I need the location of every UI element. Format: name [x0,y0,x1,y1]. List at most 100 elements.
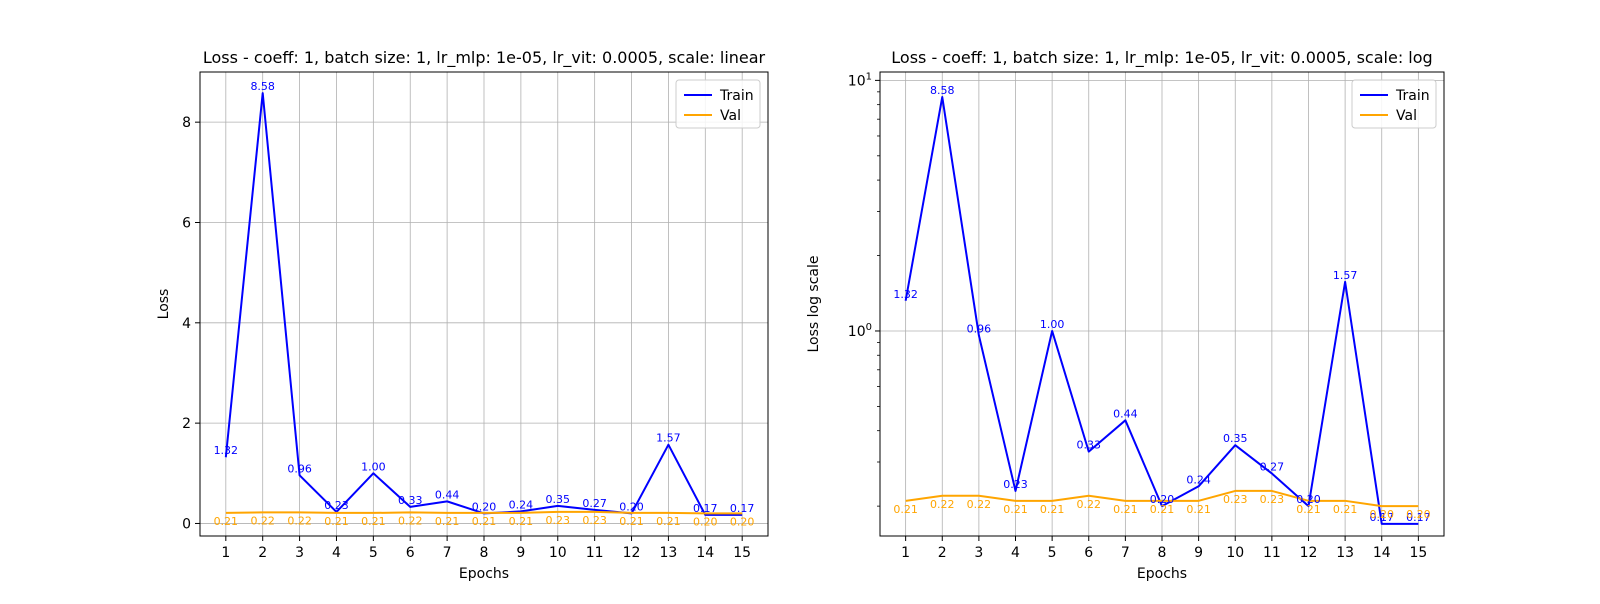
grid [200,72,768,536]
data-label: 0.17 [1406,511,1431,524]
data-label: 1.32 [214,444,239,457]
data-label: 1.57 [1333,269,1358,282]
x-tick-label: 10 [1226,545,1244,561]
legend-label-val: Val [720,108,741,124]
x-tick-label: 9 [516,545,525,561]
data-labels-val: 0.21 0.22 0.22 0.21 0.21 0.22 0.21 0.21 0.21 0.23… [214,514,755,529]
x-tick-label: 5 [1048,545,1057,561]
x-tick-label: 8 [1158,545,1167,561]
data-label: 0.20 [693,515,718,528]
legend-label-train: Train [1395,88,1430,104]
data-label: 8.58 [250,80,275,93]
x-tick-label: 12 [1300,545,1318,561]
x-tick-label: 1 [901,545,910,561]
y-axis-label: Loss log scale [806,255,822,352]
chart-title: Loss - coeff: 1, batch size: 1, lr_mlp: … [203,48,766,68]
data-label: 0.23 [1260,493,1285,506]
series-line-train [904,96,1419,525]
x-tick-label: 10 [549,545,567,561]
data-label: 0.17 [693,502,718,515]
data-label: 0.44 [435,488,460,501]
data-label: 1.00 [361,460,386,473]
data-label: 0.22 [967,498,992,511]
data-label: 0.21 [1150,503,1175,516]
data-label: 0.21 [619,515,644,528]
x-tick-label: 13 [660,545,678,561]
data-label: 0.17 [730,502,755,515]
data-label: 0.20 [1296,493,1321,506]
x-tick-label: 7 [1121,545,1130,561]
data-labels-train: 1.32 8.58 0.96 0.23 1.00 0.33 0.44 0.20 0.24 0.35… [893,84,1430,524]
chart-title: Loss - coeff: 1, batch size: 1, lr_mlp: … [891,48,1432,68]
data-label: 0.22 [398,514,423,527]
data-label: 0.21 [324,515,349,528]
grid [880,72,1444,536]
x-tick-label: 2 [938,545,947,561]
data-labels-train: 1.32 8.58 0.96 0.23 1.00 0.33 0.44 0.20 0.24 0.35… [214,80,755,515]
y-tick-label: 100 [848,322,872,340]
data-label: 0.23 [1223,493,1248,506]
legend: Train Val [1351,79,1437,129]
x-tick-label: 4 [332,545,341,561]
data-label: 0.21 [472,515,497,528]
legend: Train Val [675,79,761,129]
x-tick-label: 15 [1409,545,1427,561]
data-label: 0.44 [1113,407,1138,420]
x-axis-label: Epochs [1137,566,1187,582]
y-tick-label: 2 [182,416,191,432]
x-tick-label: 1 [221,545,230,561]
data-label: 0.20 [1369,508,1394,521]
data-label: 0.20 [472,500,497,513]
data-label: 0.27 [582,497,607,510]
data-label: 0.22 [930,498,955,511]
data-label: 0.21 [435,515,460,528]
data-label: 0.23 [324,499,349,512]
data-label: 0.21 [214,515,239,528]
x-tick-label: 15 [733,545,751,561]
x-tick-label: 6 [1084,545,1093,561]
x-axis-ticks: 1 2 3 4 5 6 7 8 9 10 11 12 13 14 15 [901,536,1427,561]
data-label: 0.21 [1186,503,1211,516]
data-label: 0.22 [250,514,275,527]
data-label: 0.23 [546,514,571,527]
y-tick-label: 4 [182,316,191,332]
data-label: 1.57 [656,432,681,445]
data-label: 0.23 [582,514,607,527]
x-tick-label: 14 [696,545,714,561]
x-tick-label: 7 [443,545,452,561]
x-tick-label: 6 [406,545,415,561]
chart-panel-2: 1 2 3 4 5 6 7 8 9 10 11 12 13 14 151001011.328.580.960… [806,48,1445,582]
data-label: 0.21 [1040,503,1065,516]
data-label: 0.35 [1223,432,1248,445]
legend-label-val: Val [1396,108,1417,124]
data-label: 0.27 [1260,460,1285,473]
axes-frame [199,71,769,537]
data-label: 8.58 [930,84,955,97]
y-axis-ticks: 0 2 4 6 8 [182,115,200,532]
x-tick-label: 8 [480,545,489,561]
data-label: 0.21 [509,515,534,528]
data-label: 0.21 [1113,503,1138,516]
data-label: 0.24 [509,498,534,511]
data-label: 0.96 [287,462,312,475]
chart-panel-1: 1 2 3 4 5 6 7 8 9 10 11 12 13 14 15024681.328.580.960.… [156,48,769,582]
x-tick-label: 3 [295,545,304,561]
data-label: 1.00 [1040,318,1065,331]
x-tick-label: 3 [974,545,983,561]
x-axis-ticks: 1 2 3 4 5 6 7 8 9 10 11 12 13 14 15 [221,536,751,561]
y-tick-label: 101 [848,71,872,89]
data-label: 0.22 [287,514,312,527]
data-label: 0.35 [546,493,571,506]
legend-label-train: Train [719,88,754,104]
data-label: 0.20 [1406,508,1431,521]
x-tick-label: 5 [369,545,378,561]
y-tick-label: 8 [182,115,191,131]
data-label: 0.96 [967,322,992,335]
data-label: 0.21 [1333,503,1358,516]
x-axis-label: Epochs [459,566,509,582]
x-tick-label: 13 [1336,545,1354,561]
y-tick-label: 6 [182,215,191,231]
data-label: 0.20 [730,515,755,528]
